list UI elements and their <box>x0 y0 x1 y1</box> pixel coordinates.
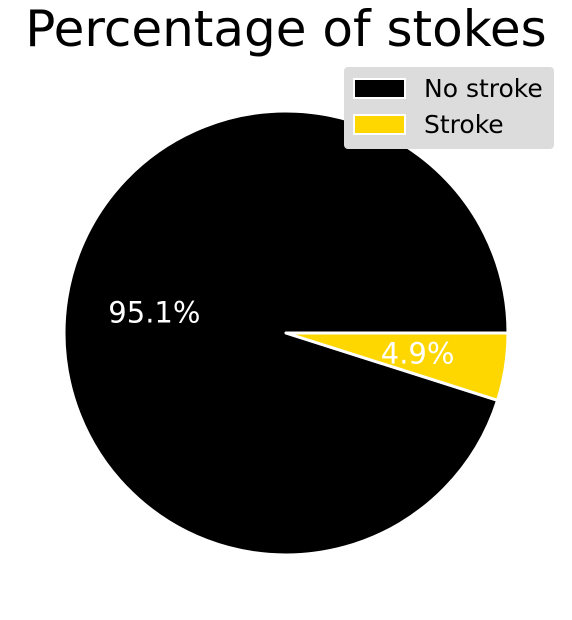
pie-slices <box>62 109 510 557</box>
pie-slice-labels: 95.1% 4.9% <box>108 296 454 371</box>
legend-label-no-stroke: No stroke <box>424 74 543 103</box>
pie-slice-stroke <box>284 331 510 402</box>
legend-entry-stroke: Stroke <box>353 110 504 139</box>
pie-label-no-stroke: 95.1% <box>108 296 200 330</box>
legend-label-stroke: Stroke <box>424 110 504 139</box>
chart-legend: No stroke Stroke <box>344 67 554 149</box>
legend-swatch-no-stroke <box>353 78 406 99</box>
legend-entry-no-stroke: No stroke <box>353 74 543 103</box>
pie-label-stroke: 4.9% <box>381 336 455 370</box>
chart-title: Percentage of stokes <box>25 0 546 58</box>
legend-swatch-stroke <box>353 114 406 135</box>
